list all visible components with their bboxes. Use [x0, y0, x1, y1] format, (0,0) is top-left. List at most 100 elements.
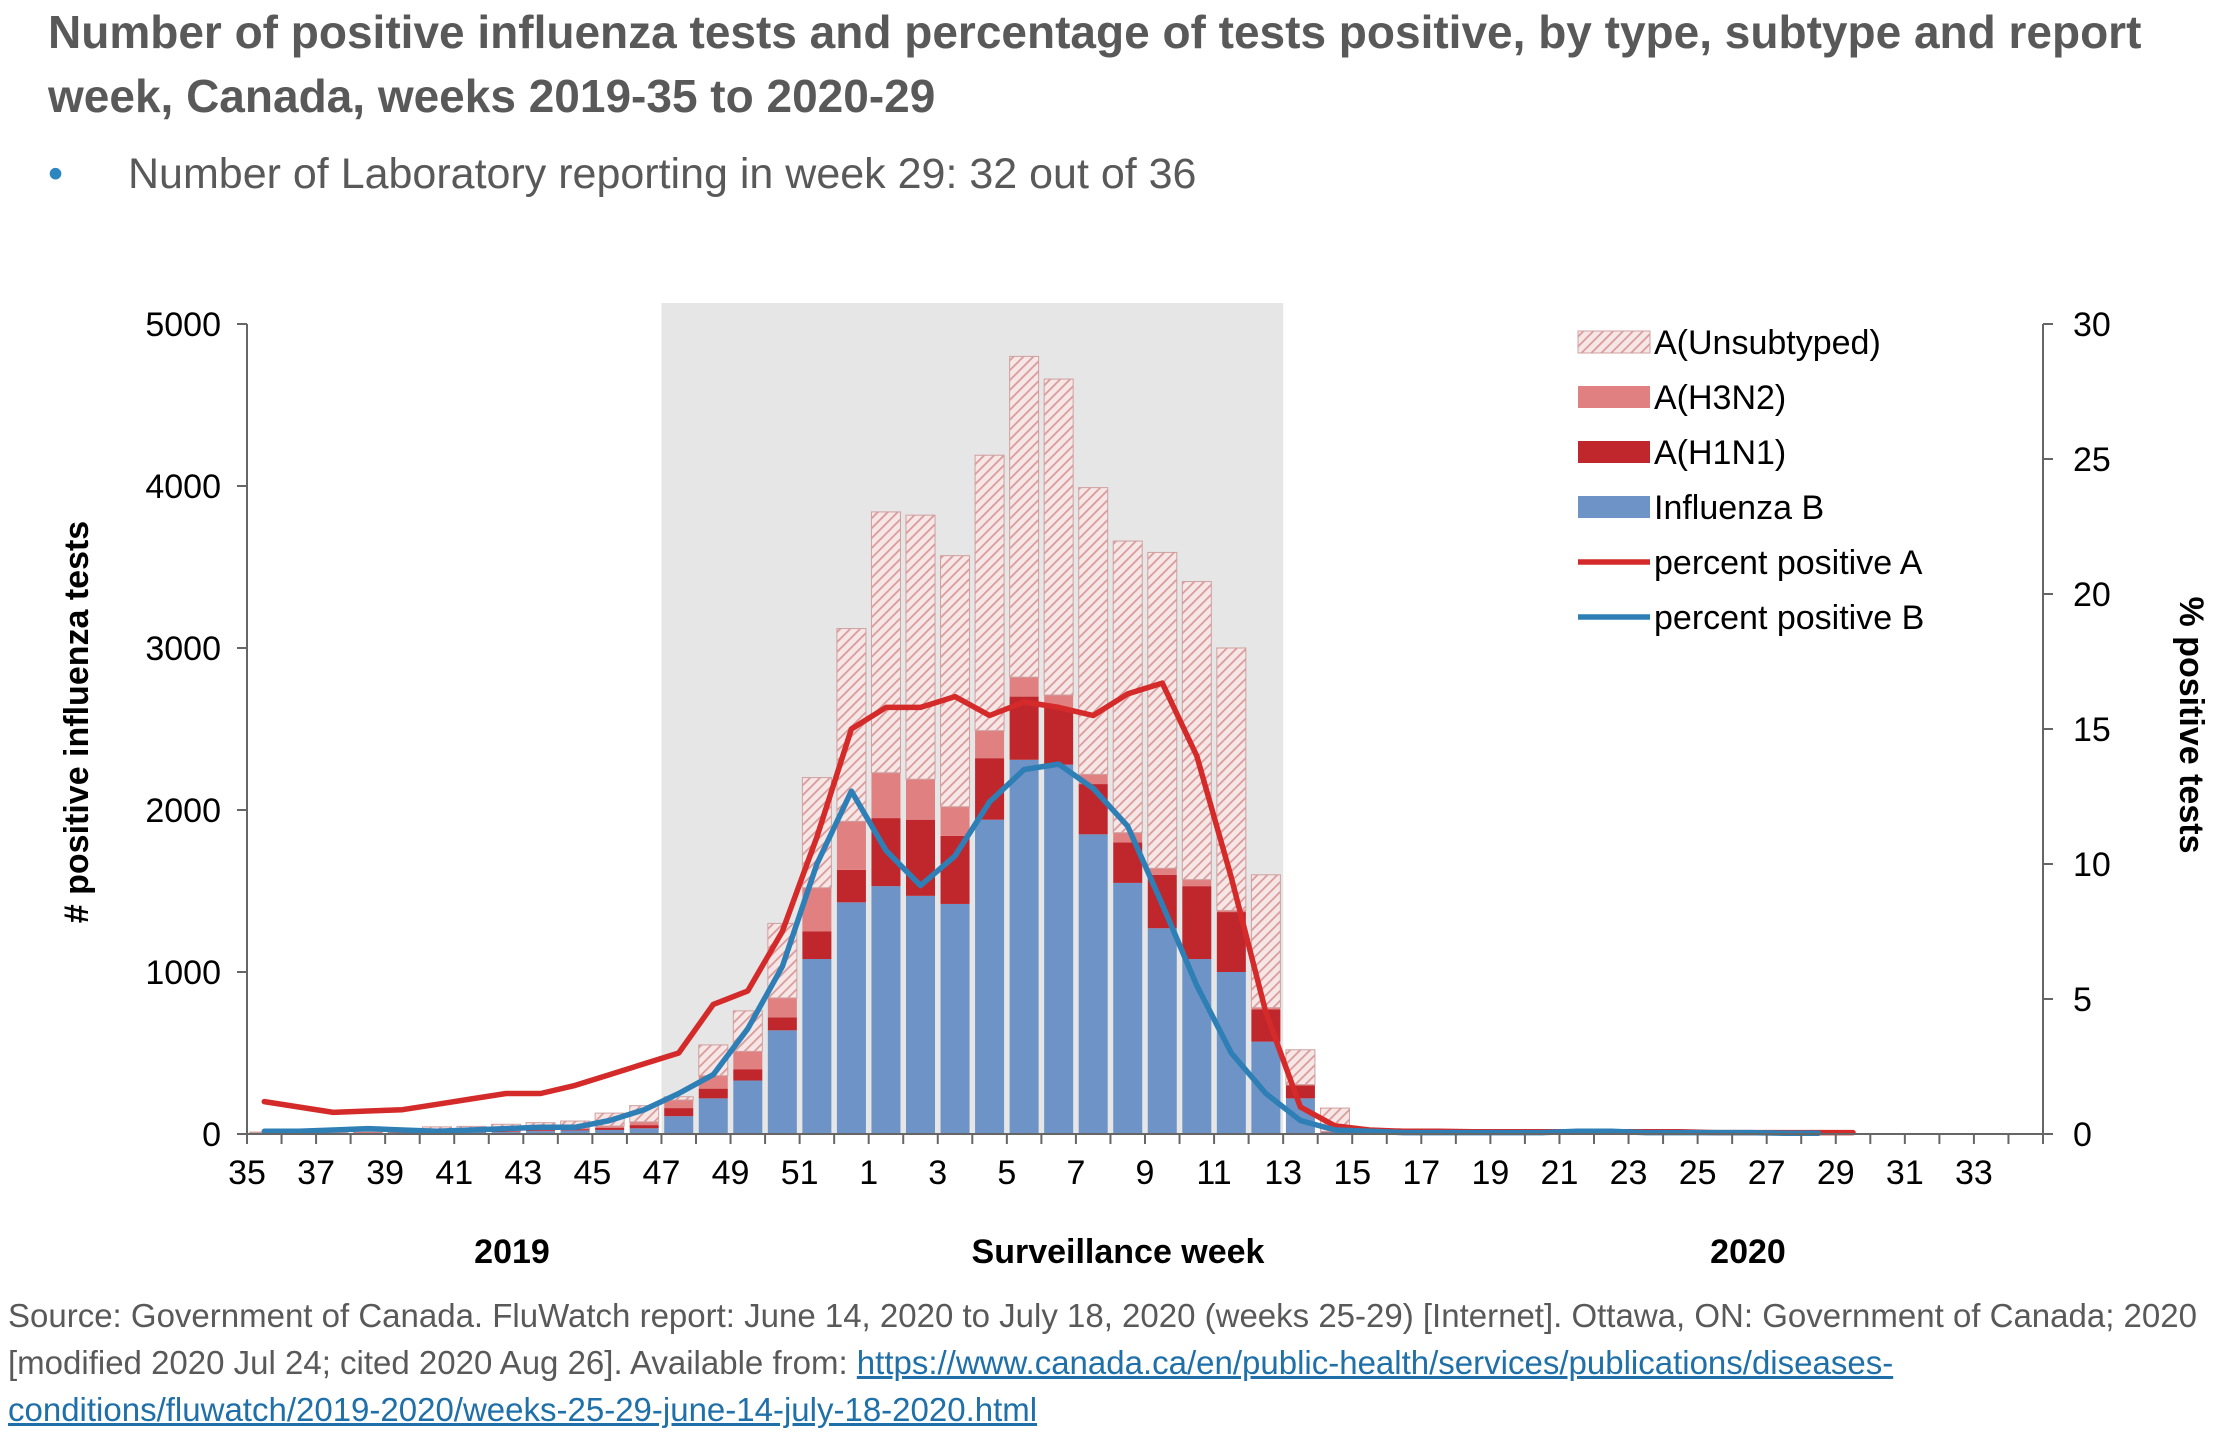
y2-tick-label: 30 [2073, 306, 2111, 344]
bar-a-h1n1 [802, 931, 832, 960]
x-tick-label: 43 [504, 1154, 542, 1192]
y-axis-title: # positive influenza tests [58, 521, 96, 923]
x-tick-label: 45 [573, 1154, 611, 1192]
bar-a-unsubtyped [870, 511, 901, 774]
bar-a-h3n2 [767, 997, 797, 1018]
bar-influenza-b [733, 1080, 763, 1134]
x-tick-label: 23 [1610, 1154, 1648, 1192]
bar-influenza-b [1251, 1041, 1281, 1134]
x-tick-label: 21 [1541, 1154, 1579, 1192]
bar-a-h3n2 [975, 730, 1005, 759]
bar-a-h1n1 [767, 1017, 797, 1031]
bar-a-unsubtyped [974, 454, 1005, 732]
y-tick-label: 0 [202, 1116, 221, 1154]
x-tick-label: 1 [859, 1154, 878, 1192]
year-label-2020: 2020 [1710, 1233, 1786, 1271]
legend-label: percent positive B [1654, 599, 1924, 637]
bar-a-h3n2 [1182, 879, 1212, 887]
y2-axis-title: % positive tests [2172, 597, 2210, 854]
x-tick-label: 35 [228, 1154, 266, 1192]
bar-a-h3n2 [664, 1099, 694, 1109]
bar-influenza-b [1009, 759, 1039, 1134]
bar-a-h1n1 [975, 758, 1005, 820]
bar-a-h1n1 [353, 1132, 383, 1133]
y-tick-label: 5000 [145, 306, 221, 344]
bar-a-unsubtyped [1216, 647, 1247, 911]
bar-influenza-b [871, 886, 901, 1134]
x-tick-label: 5 [997, 1154, 1016, 1192]
y2-tick-label: 15 [2073, 711, 2111, 749]
bar-a-unsubtyped [1078, 487, 1109, 775]
bar-influenza-b [595, 1129, 625, 1134]
bar-influenza-b [698, 1098, 728, 1134]
bar-a-h3n2 [871, 772, 901, 819]
bar-a-unsubtyped [1043, 378, 1074, 696]
bar-influenza-b [940, 903, 970, 1134]
bar-a-unsubtyped [1009, 355, 1040, 678]
y2-tick-label: 0 [2073, 1116, 2092, 1154]
x-tick-label: 47 [643, 1154, 681, 1192]
x-axis-title: Surveillance week [972, 1233, 1265, 1271]
legend-label: Influenza B [1654, 489, 1824, 527]
line-percent-positive-B [261, 761, 1822, 1136]
x-tick-label: 19 [1471, 1154, 1509, 1192]
bar-a-unsubtyped [1112, 540, 1143, 834]
source-link[interactable]: https://www.canada.ca/en/public-health/s… [8, 1344, 1894, 1428]
legend-swatch [1578, 386, 1650, 408]
bar-a-unsubtyped [905, 514, 936, 780]
bar-a-h1n1 [629, 1125, 659, 1129]
bullet-icon: • [48, 150, 64, 198]
bar-a-h1n1 [526, 1130, 556, 1132]
legend-swatch [1577, 330, 1651, 354]
y2-tick-label: 5 [2073, 981, 2092, 1019]
x-tick-label: 49 [712, 1154, 750, 1192]
y2-tick-label: 20 [2073, 576, 2111, 614]
legend-label: A(H1N1) [1654, 434, 1786, 472]
bar-a-h3n2 [1113, 832, 1143, 843]
x-tick-label: 13 [1264, 1154, 1302, 1192]
legend-label: percent positive A [1654, 544, 1923, 582]
bar-a-h1n1 [491, 1131, 521, 1133]
y-tick-label: 2000 [145, 792, 221, 830]
bar-a-h1n1 [1285, 1085, 1315, 1099]
x-tick-label: 11 [1196, 1154, 1231, 1192]
bar-a-h3n2 [836, 821, 866, 870]
bar-a-h1n1 [940, 835, 970, 904]
bar-a-h3n2 [940, 806, 970, 836]
bar-a-h1n1 [733, 1069, 763, 1081]
bar-a-h1n1 [595, 1128, 625, 1130]
x-tick-label: 7 [1066, 1154, 1085, 1192]
year-label-2019: 2019 [474, 1233, 550, 1271]
source-citation: Source: Government of Canada. FluWatch r… [8, 1292, 2218, 1433]
x-tick-label: 9 [1136, 1154, 1155, 1192]
bar-influenza-b [767, 1030, 797, 1134]
y-tick-label: 4000 [145, 468, 221, 506]
legend-swatch [1578, 496, 1650, 518]
bar-influenza-b [1078, 834, 1108, 1134]
y-tick-label: 1000 [145, 954, 221, 992]
x-tick-label: 17 [1402, 1154, 1440, 1192]
bar-influenza-b [1147, 928, 1177, 1134]
bar-a-h3n2 [595, 1126, 625, 1129]
bar-influenza-b [664, 1116, 694, 1134]
x-tick-label: 27 [1748, 1154, 1786, 1192]
bar-a-h3n2 [1147, 868, 1177, 875]
x-tick-label: 41 [435, 1154, 473, 1192]
bar-a-h3n2 [1009, 677, 1039, 697]
x-tick-label: 29 [1817, 1154, 1855, 1192]
legend-label: A(H3N2) [1654, 379, 1786, 417]
x-tick-label: 51 [781, 1154, 819, 1192]
x-tick-label: 39 [366, 1154, 404, 1192]
x-tick-label: 33 [1955, 1154, 1993, 1192]
bar-a-h1n1 [836, 869, 866, 903]
bar-a-unsubtyped [1250, 874, 1281, 1009]
bar-influenza-b [975, 819, 1005, 1134]
page-title: Number of positive influenza tests and p… [48, 6, 2142, 122]
bar-a-h1n1 [664, 1108, 694, 1117]
legend-swatch [1578, 441, 1650, 463]
x-tick-label: 25 [1679, 1154, 1717, 1192]
y2-tick-label: 25 [2073, 441, 2111, 479]
bar-a-h1n1 [698, 1088, 728, 1099]
bar-influenza-b [560, 1130, 590, 1134]
